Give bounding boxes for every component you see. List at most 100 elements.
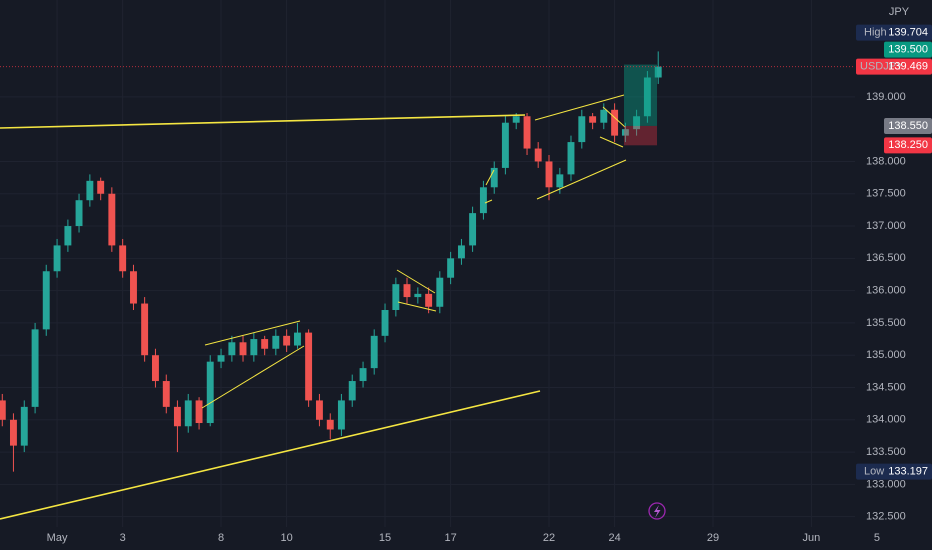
- x-tick-label: 8: [218, 532, 224, 544]
- candle-body: [479, 187, 487, 214]
- candle-body: [53, 245, 61, 272]
- flag-line: [485, 169, 495, 186]
- candle-body: [173, 406, 181, 427]
- candles: [0, 51, 662, 472]
- candle-body: [9, 419, 17, 446]
- loss-zone: [624, 125, 657, 146]
- x-tick-label: 24: [608, 532, 620, 544]
- candle-body: [414, 293, 422, 298]
- candle-body: [381, 310, 389, 336]
- resistance-line: [0, 114, 526, 129]
- price-label-name: High: [864, 26, 887, 38]
- y-tick-label: 137.000: [866, 220, 906, 232]
- candle-body: [250, 339, 258, 356]
- x-tick-label: 15: [379, 532, 391, 544]
- candle-body: [600, 109, 608, 123]
- candle-body: [425, 293, 433, 307]
- x-tick-label: Jun: [803, 532, 821, 544]
- candle-body: [31, 329, 39, 407]
- y-tick-label: 136.500: [866, 252, 906, 264]
- candle-body: [315, 400, 323, 420]
- time-axis: [0, 527, 932, 550]
- price-label-value: 138.250: [888, 139, 928, 151]
- currency-label: JPY: [889, 6, 910, 18]
- y-tick-label: 132.500: [866, 511, 906, 523]
- candle-body: [119, 245, 127, 272]
- wedge-line: [599, 136, 624, 148]
- y-tick-label: 135.500: [866, 317, 906, 329]
- price-axis: [855, 0, 932, 550]
- position-box: [624, 64, 657, 146]
- channel-line: [536, 159, 627, 200]
- candle-body: [556, 174, 564, 188]
- candle-body: [403, 284, 411, 298]
- profit-zone: [624, 64, 657, 126]
- candle-body: [392, 284, 400, 310]
- flag-line: [397, 301, 437, 312]
- candle-body: [141, 303, 149, 356]
- candle-body: [490, 167, 498, 188]
- support-line: [0, 390, 541, 520]
- candle-body: [337, 400, 345, 430]
- y-tick-label: 138.000: [866, 155, 906, 167]
- x-tick-label: 17: [444, 532, 456, 544]
- candle-body: [370, 335, 378, 369]
- candle-body: [0, 400, 6, 420]
- candle-body: [206, 361, 214, 424]
- y-tick-label: 133.000: [866, 478, 906, 490]
- price-label-bg: [884, 117, 932, 134]
- y-tick-label: 137.500: [866, 188, 906, 200]
- alert-icon: [648, 502, 666, 520]
- price-label: Low 133.197: [856, 463, 932, 480]
- price-label-bg: [856, 58, 932, 75]
- x-tick-label: 3: [120, 532, 126, 544]
- candle-body: [42, 271, 50, 330]
- candle-body: [305, 332, 313, 401]
- price-label: 138.550: [884, 117, 932, 134]
- channel-line: [204, 320, 301, 346]
- candle-body: [326, 419, 334, 430]
- channel-line: [201, 345, 305, 409]
- candle-body: [447, 258, 455, 278]
- y-tick-label: 134.000: [866, 414, 906, 426]
- candle-body: [162, 381, 170, 407]
- y-tick-label: 136.000: [866, 285, 906, 297]
- y-tick-label: 133.500: [866, 446, 906, 458]
- candle-body: [86, 180, 94, 201]
- flag-line: [396, 269, 436, 294]
- candle-body: [545, 161, 553, 188]
- price-label-value: 139.469: [888, 60, 928, 72]
- price-label-value: 139.500: [888, 43, 928, 55]
- candle-body: [643, 77, 651, 117]
- candle-body: [228, 342, 236, 356]
- candle-body: [283, 335, 291, 346]
- candle-body: [589, 116, 597, 123]
- candle-body: [239, 342, 247, 356]
- candle-body: [294, 332, 301, 346]
- candle-body: [348, 381, 356, 401]
- candle-body: [512, 116, 520, 123]
- price-label-bg: [856, 463, 932, 480]
- price-label: 138.250: [884, 137, 932, 154]
- candle-body: [272, 335, 280, 349]
- candle-body: [501, 122, 509, 168]
- candle-body: [621, 129, 629, 136]
- price-label: 139.500: [884, 41, 932, 58]
- x-tick-label: May: [47, 532, 68, 544]
- axes: 132.500 133.000 133.500 134.000 134.500 135.0…: [47, 91, 906, 544]
- candle-body: [567, 142, 575, 175]
- drawings: [0, 94, 627, 520]
- candle-body: [184, 400, 192, 427]
- candle-body: [20, 406, 28, 446]
- candle-body: [523, 116, 531, 149]
- x-tick-label: 10: [281, 532, 293, 544]
- candle-body: [75, 200, 83, 227]
- candle-body: [108, 193, 116, 246]
- y-tick-label: 135.000: [866, 349, 906, 361]
- candle-body: [217, 355, 225, 362]
- price-label-bg: [884, 137, 932, 154]
- candle-body: [469, 213, 477, 246]
- y-tick-label: 139.000: [866, 91, 906, 103]
